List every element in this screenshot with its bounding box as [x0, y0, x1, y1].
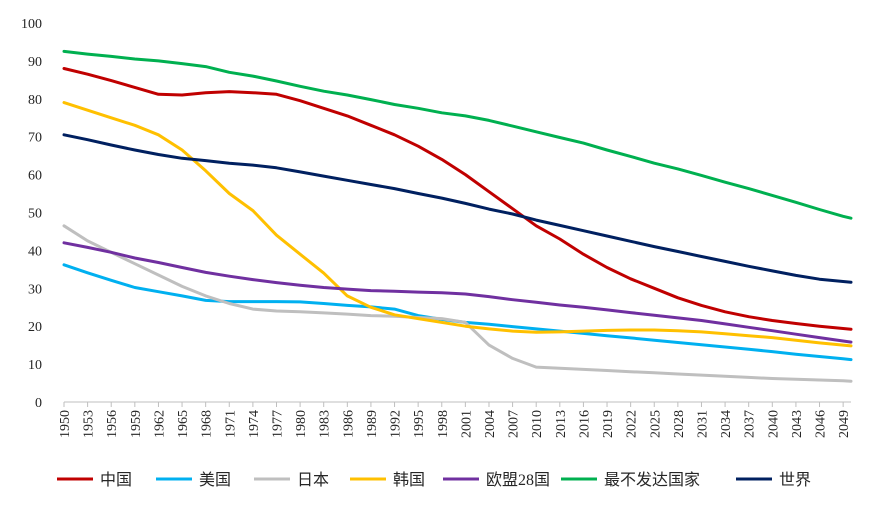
x-tick-label: 2022 — [625, 410, 640, 438]
x-tick-label: 1950 — [58, 410, 73, 438]
x-tick-label: 1998 — [436, 410, 451, 438]
y-tick-label: 80 — [28, 93, 42, 108]
x-tick-label: 1977 — [270, 410, 285, 438]
x-tick-label: 2019 — [601, 410, 616, 438]
x-tick-label: 2040 — [766, 410, 781, 438]
series-line-5 — [62, 49, 853, 220]
x-tick-label: 1986 — [341, 410, 356, 438]
x-tick-label: 2028 — [672, 410, 687, 438]
x-tick-label: 1965 — [176, 410, 191, 438]
series-line-0 — [62, 67, 853, 331]
x-tick-label: 2013 — [554, 410, 569, 438]
legend-label-2: 日本 — [297, 471, 329, 489]
legend-label-0: 中国 — [100, 471, 132, 489]
y-tick-label: 30 — [28, 282, 42, 297]
series-line-6 — [62, 133, 853, 284]
series-line-2 — [62, 224, 853, 383]
legend-label-1: 美国 — [199, 471, 231, 489]
y-tick-label: 40 — [28, 244, 42, 259]
y-axis: 0 10 20 30 40 50 60 70 80 90 100 — [21, 17, 42, 411]
y-tick-label: 0 — [35, 396, 42, 411]
legend-label-4: 欧盟28国 — [486, 471, 550, 489]
x-tick-label: 1962 — [152, 410, 167, 438]
legend-label-5: 最不发达国家 — [604, 471, 700, 489]
series-line-4 — [62, 241, 853, 344]
x-tick-label: 2031 — [695, 410, 710, 438]
x-tick-label: 1968 — [200, 410, 215, 438]
x-tick-label: 2016 — [577, 410, 592, 438]
y-tick-label: 50 — [28, 207, 42, 222]
x-tick-label: 1992 — [389, 410, 404, 438]
y-tick-label: 70 — [28, 131, 42, 146]
x-tick-label: 2004 — [483, 410, 498, 438]
x-tick-label: 1983 — [318, 410, 333, 438]
x-tick-label: 1956 — [105, 410, 120, 438]
x-tick-label: 2001 — [459, 410, 474, 438]
x-tick-label: 2007 — [507, 410, 522, 438]
y-tick-label: 90 — [28, 55, 42, 70]
x-tick-label: 2049 — [837, 410, 852, 438]
x-tick-label: 2010 — [530, 410, 545, 438]
plot-lines — [62, 49, 853, 383]
x-tick-label: 1995 — [412, 410, 427, 438]
x-tick-label: 2025 — [648, 410, 663, 438]
series-line-3 — [62, 101, 853, 348]
x-tick-label: 1953 — [82, 410, 97, 438]
x-tick-label: 2046 — [814, 410, 829, 438]
x-axis: 1950 1953 1956 1959 1962 1965 1968 1971 1974 1977… — [58, 401, 852, 438]
x-tick-label: 1989 — [365, 410, 380, 438]
x-tick-label: 2043 — [790, 410, 805, 438]
x-tick-label: 1980 — [294, 410, 309, 438]
legend-label-3: 韩国 — [393, 471, 425, 489]
y-tick-label: 20 — [28, 320, 42, 335]
x-tick-label: 2034 — [719, 410, 734, 438]
y-tick-label: 10 — [28, 358, 42, 373]
y-tick-label: 100 — [21, 17, 42, 32]
x-tick-label: 1974 — [247, 410, 262, 438]
x-tick-label: 2037 — [743, 410, 758, 438]
x-tick-label: 1959 — [129, 410, 144, 438]
y-tick-label: 60 — [28, 169, 42, 184]
legend-label-6: 世界 — [779, 471, 811, 489]
legend: 中国 美国 日本 韩国 欧盟28国 最不发达国家 世界 — [57, 471, 811, 489]
x-tick-label: 1971 — [223, 410, 238, 438]
